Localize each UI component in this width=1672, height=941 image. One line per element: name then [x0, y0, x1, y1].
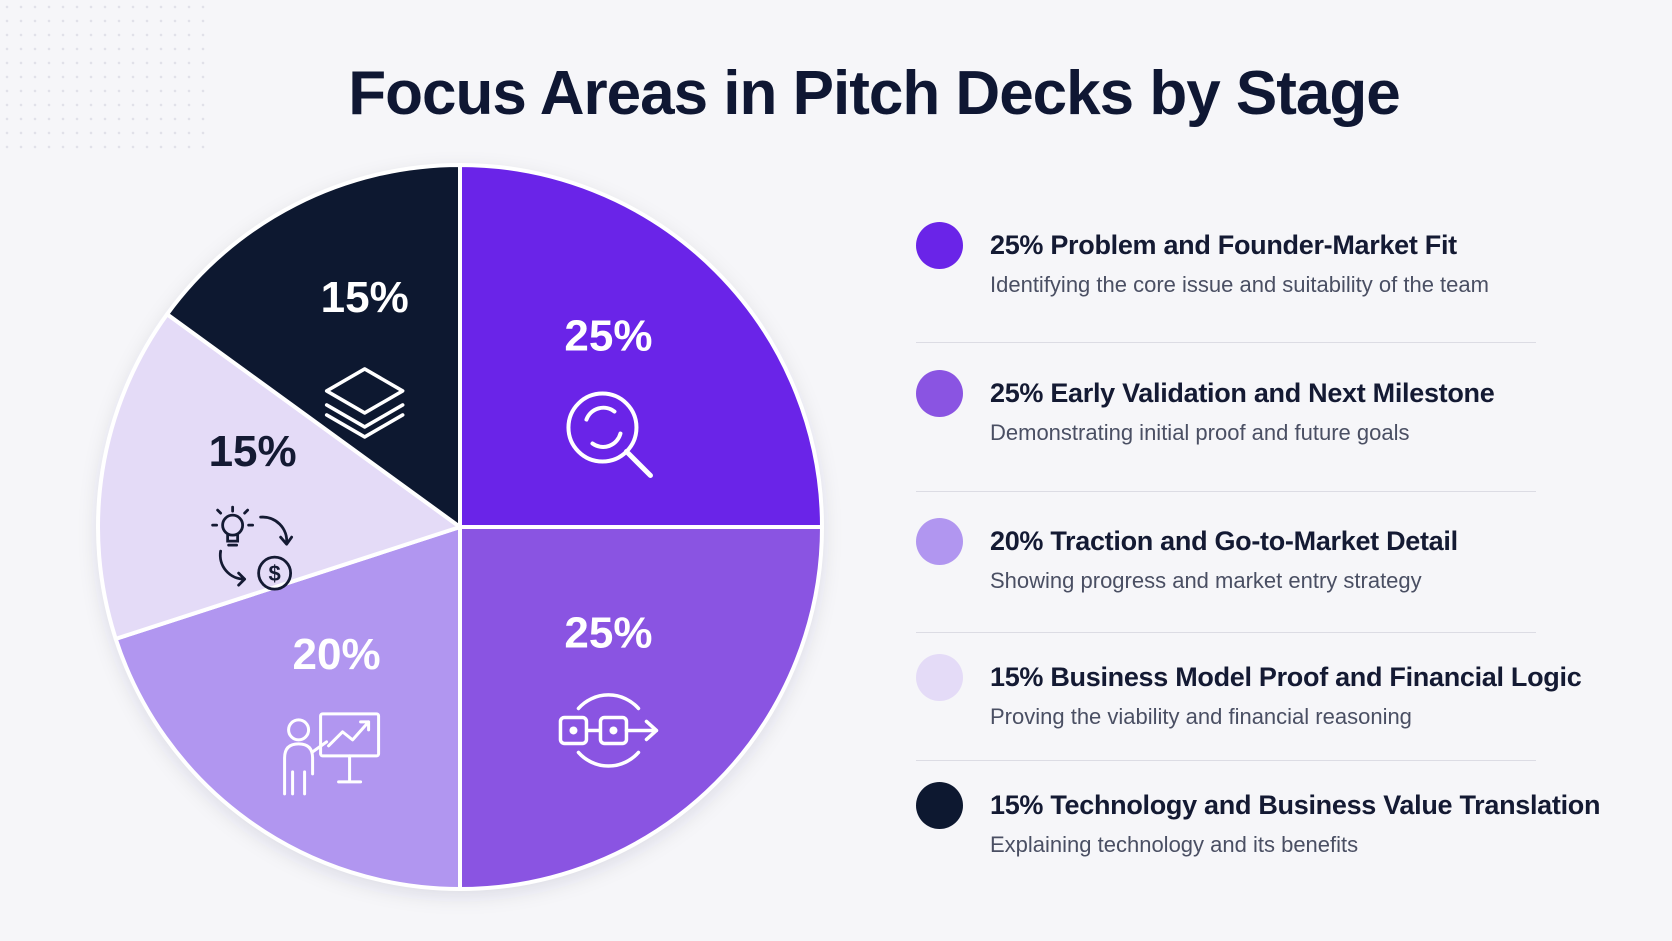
legend-item-title: 25% Early Validation and Next Milestone — [990, 378, 1495, 408]
pie-slice-value-label: 25% — [564, 312, 652, 361]
idea-money-cycle-icon: $ — [211, 505, 294, 591]
presenter-chart-icon — [283, 712, 381, 796]
dot-pattern-decoration — [0, 0, 210, 150]
magnifier-refresh-icon — [566, 391, 653, 479]
legend-item-description: Showing progress and market entry strate… — [990, 568, 1422, 593]
svg-text:$: $ — [268, 561, 280, 586]
pie-chart: 25% 25% 20% 15% $15% — [96, 163, 824, 891]
legend-item-title: 20% Traction and Go-to-Market Detail — [990, 526, 1458, 556]
legend-color-dot — [916, 782, 963, 829]
pie-slice-value-label: 20% — [293, 630, 381, 679]
legend-color-dot — [916, 222, 963, 269]
legend-item-title: 15% Technology and Business Value Transl… — [990, 790, 1601, 820]
pie-slice-value-label: 25% — [564, 608, 652, 657]
pie-slice-value-label: 15% — [209, 427, 297, 476]
legend-divider — [916, 342, 1536, 343]
legend-item-description: Explaining technology and its benefits — [990, 832, 1359, 857]
pie-slice — [165, 163, 462, 529]
legend-item-description: Demonstrating initial proof and future g… — [990, 420, 1410, 445]
legend-divider — [916, 760, 1536, 761]
legend-color-dot — [916, 370, 963, 417]
chart-title: Focus Areas in Pitch Decks by Stage — [348, 59, 1401, 128]
legend-item-description: Identifying the core issue and suitabili… — [990, 272, 1489, 297]
pie-slice — [113, 525, 462, 891]
pie-slice — [458, 525, 824, 891]
legend-item-title: 25% Problem and Founder-Market Fit — [990, 230, 1457, 260]
linked-nodes-arrow-icon — [558, 693, 659, 768]
layers-icon — [324, 367, 405, 439]
pie-slice — [458, 163, 824, 529]
legend-color-dot — [916, 654, 963, 701]
legend-color-dot — [916, 518, 963, 565]
legend-item-title: 15% Business Model Proof and Financial L… — [990, 662, 1582, 692]
legend-divider — [916, 632, 1536, 633]
pie-slice — [96, 312, 462, 641]
pie-slice-value-label: 15% — [321, 273, 409, 322]
legend-divider — [916, 491, 1536, 492]
legend-item-description: Proving the viability and financial reas… — [990, 704, 1412, 729]
